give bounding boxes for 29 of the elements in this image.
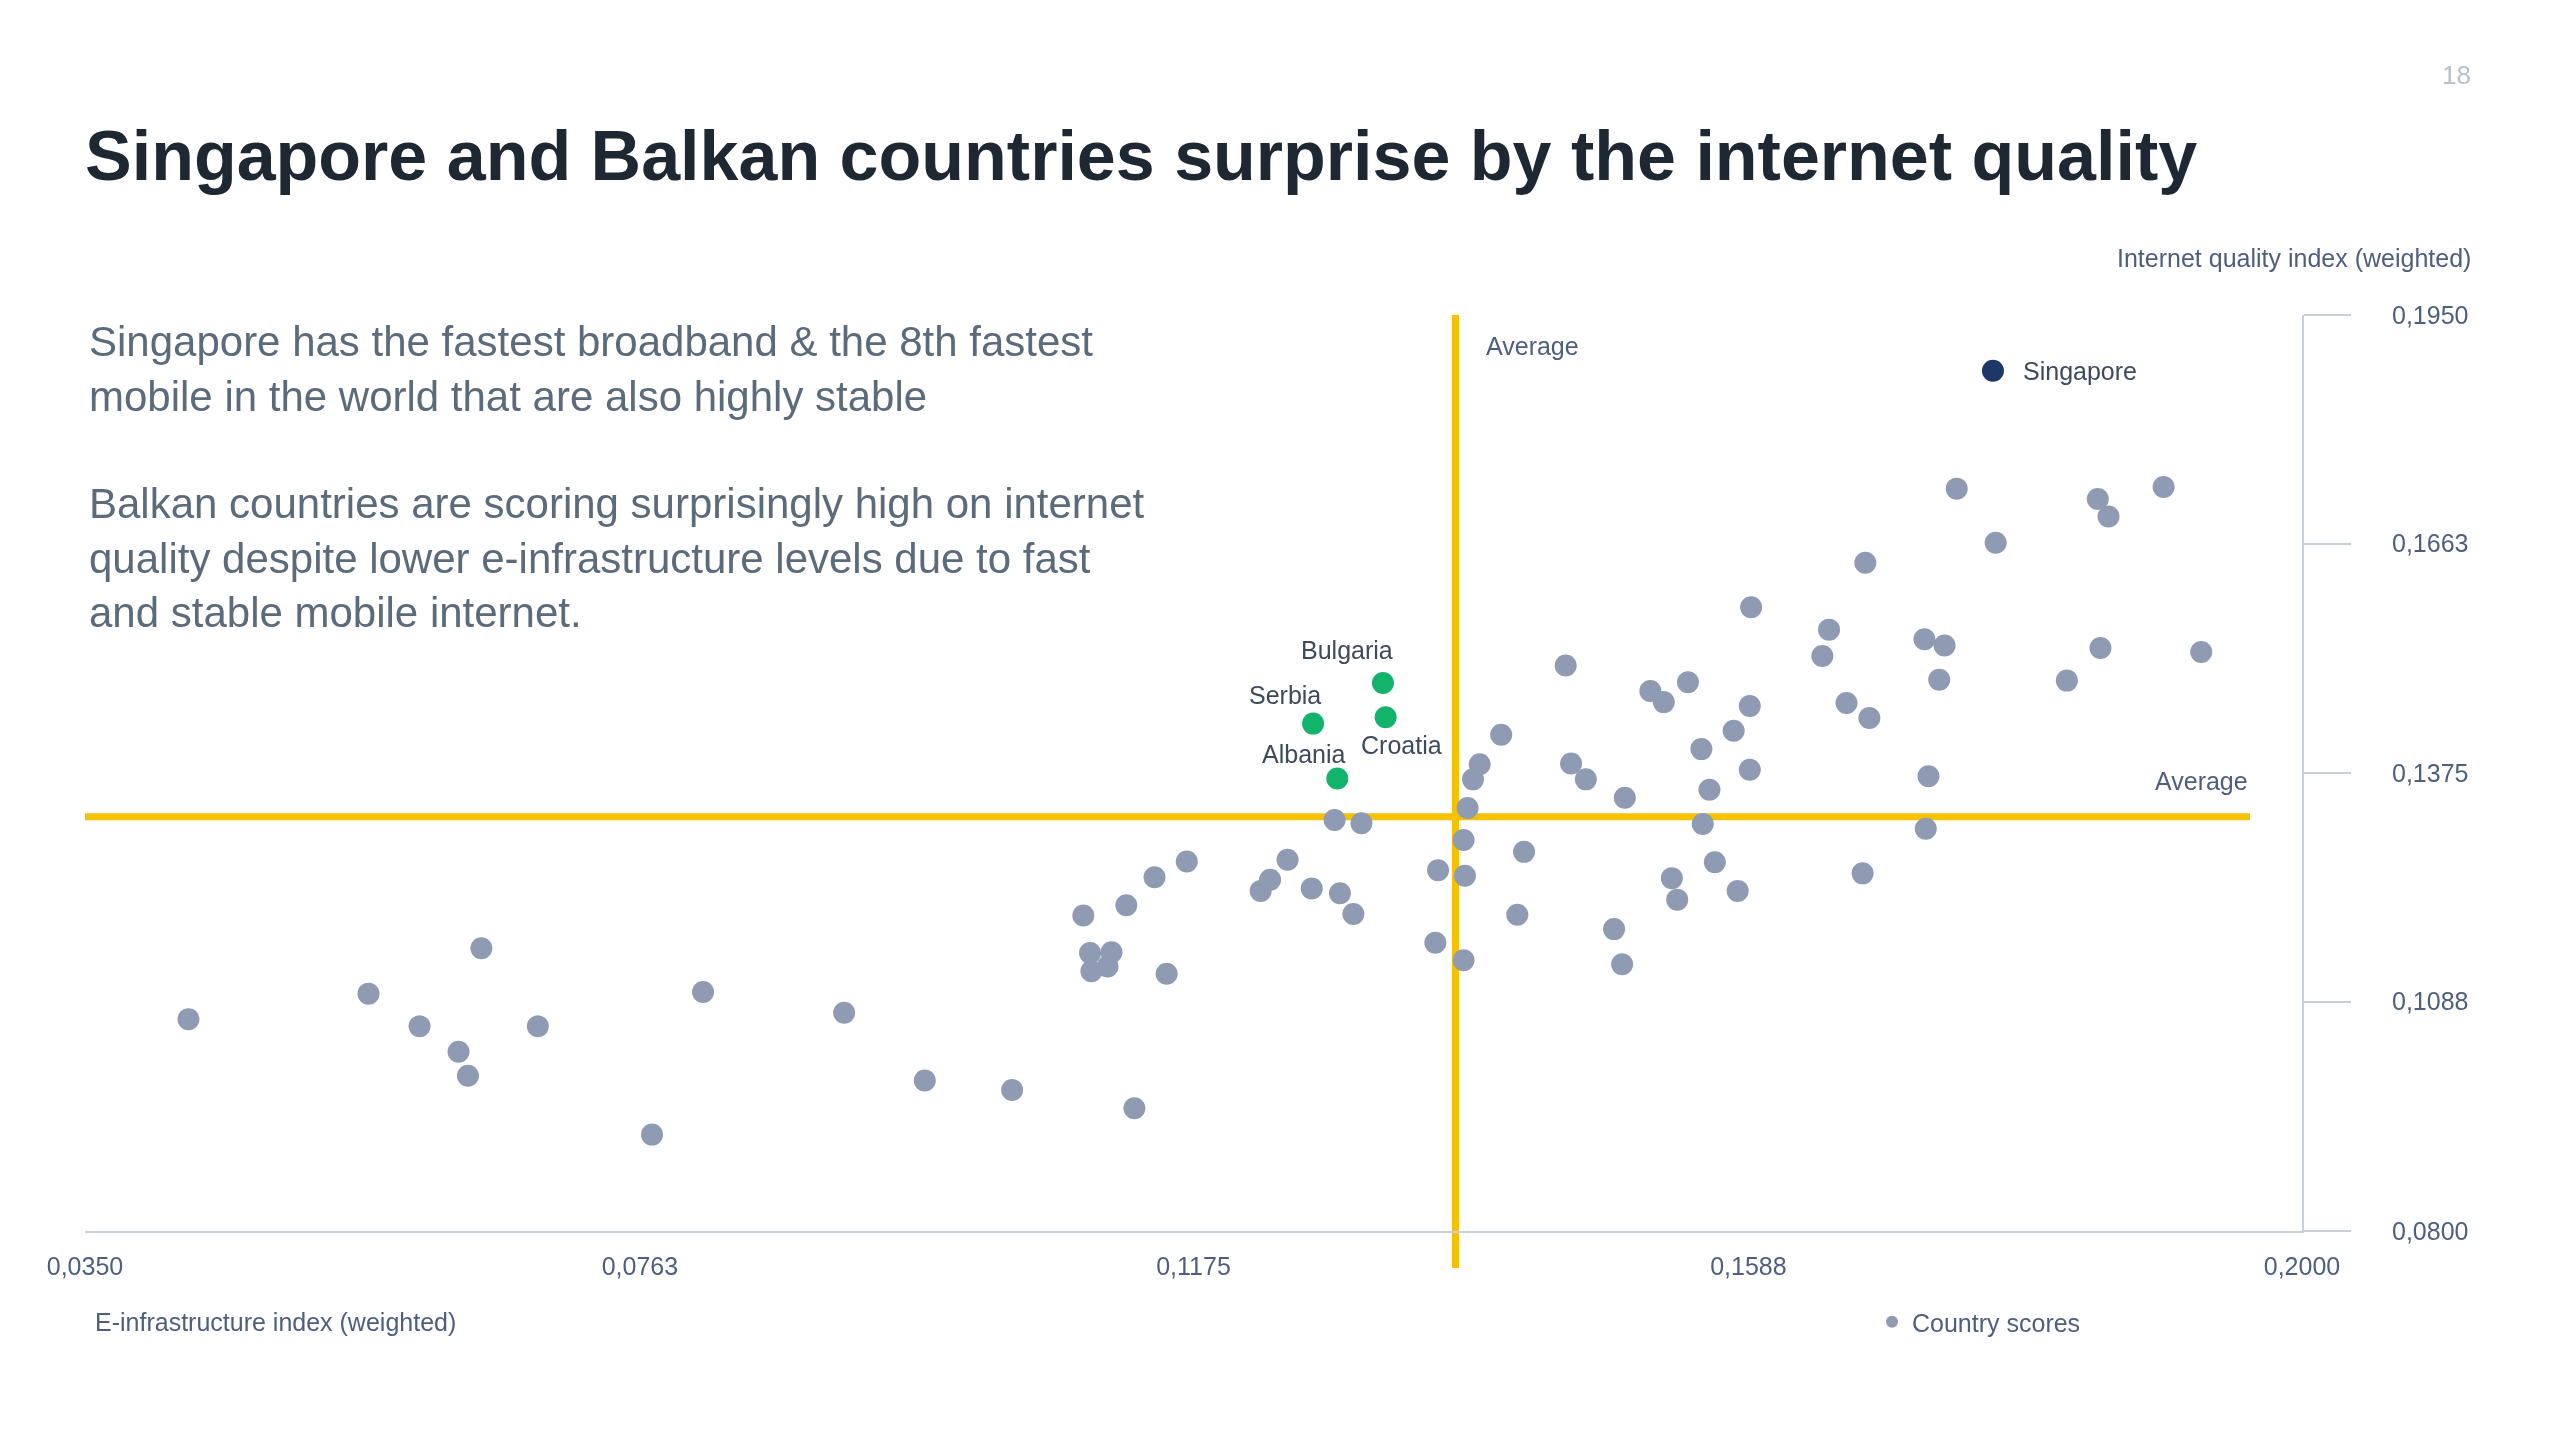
point <box>1326 767 1349 790</box>
point <box>1302 712 1325 735</box>
annotation: Balkan countries are scoring surprisingly high on internet quality despite lower e-infrastructure levels due to fast and stable mobile internet. <box>89 480 1145 637</box>
y-tick-label: 0,1375 <box>2392 758 2469 787</box>
annotation: Croatia <box>1361 731 1442 759</box>
annotation: Serbia <box>1249 681 1322 709</box>
x-axis-title: E-infrastructure index (weighted) <box>95 1308 457 1336</box>
point <box>1981 359 2004 382</box>
y-tick-label: 0,0800 <box>2392 1216 2469 1245</box>
text: 18 <box>2442 60 2471 90</box>
ref-line-label: Average <box>1486 332 1579 360</box>
legend-label: Country scores <box>1912 1308 2081 1337</box>
y-tick-label: 0,1950 <box>2392 300 2469 329</box>
annotation: Bulgaria <box>1301 636 1393 664</box>
x-tick-label: 0,2000 <box>2263 1252 2341 1280</box>
annotation: Singapore <box>2023 357 2137 385</box>
point <box>1374 706 1397 729</box>
y-tick-label: 0,1663 <box>2392 529 2469 558</box>
y-axis-title: Internet quality index (weighted) <box>2117 244 2472 272</box>
x-tick-label: 0,1175 <box>1156 1252 1231 1280</box>
x-tick-label: 0,1588 <box>1710 1252 1787 1280</box>
x-tick-label: 0,0350 <box>46 1252 124 1280</box>
y-tick-label: 0,1088 <box>2392 987 2469 1016</box>
annotation: Albania <box>1262 740 1346 768</box>
ref-line-label: Average <box>2155 767 2248 795</box>
chart-title: Singapore and Balkan countries surprise by the internet quality <box>85 116 2198 195</box>
point <box>1371 671 1394 694</box>
x-tick-label: 0,0763 <box>601 1252 679 1280</box>
annotation: Singapore has the fastest broadband & the 8th fastest mobile in the world that are also highly stable <box>89 318 1094 420</box>
